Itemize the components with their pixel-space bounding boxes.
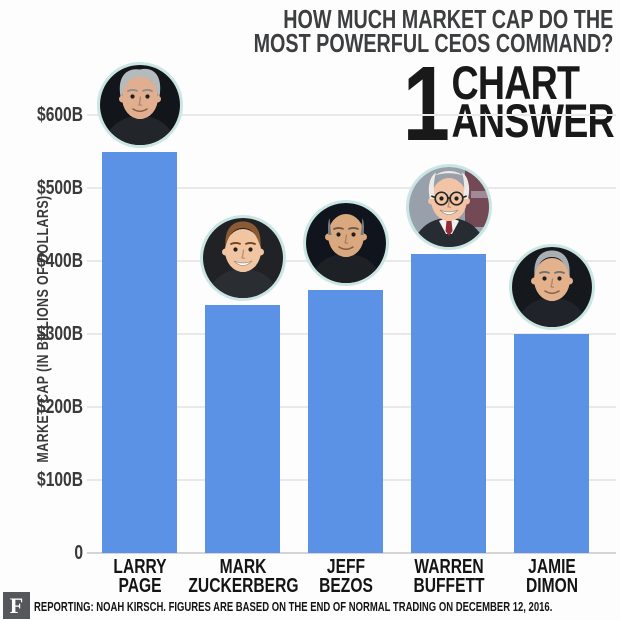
x-label-mark-zuckerberg-line1: MARK — [219, 556, 266, 578]
x-label-larry-page-line2: PAGE — [117, 575, 162, 597]
gridline-600 — [87, 114, 616, 116]
chart-title: HOW MUCH MARKET CAP DO THE MOST POWERFUL… — [253, 4, 613, 58]
x-label-larry-page: LARRY PAGE — [85, 556, 194, 597]
x-label-jamie-dimon-line2: DIMON — [525, 575, 578, 597]
x-label-jamie-dimon: JAMIE DIMON — [497, 556, 606, 597]
x-axis-line — [87, 552, 616, 554]
y-tick-200: $200B — [37, 396, 83, 418]
chart-title-line2: MOST POWERFUL CEOS COMMAND? — [253, 28, 613, 58]
x-label-jeff-bezos: JEFF BEZOS — [291, 556, 400, 597]
avatar-jamie-dimon — [508, 244, 595, 330]
logo-word-chart: CHART — [451, 56, 580, 109]
x-label-warren-buffett-line1: WARREN — [413, 556, 484, 578]
bar-jeff-bezos — [308, 290, 383, 553]
avatar-mark-zuckerberg — [199, 214, 286, 301]
y-tick-600: $600B — [37, 104, 83, 126]
x-label-jeff-bezos-line2: BEZOS — [318, 575, 373, 597]
x-label-warren-buffett-line2: BUFFETT — [412, 575, 485, 597]
avatar-warren-buffett — [405, 163, 492, 250]
gridline-500 — [87, 187, 616, 189]
x-label-jeff-bezos-line1: JEFF — [326, 556, 365, 578]
y-tick-300: $300B — [37, 323, 83, 345]
x-label-mark-zuckerberg-line2: ZUCKERBERG — [187, 575, 298, 597]
y-tick-500: $500B — [37, 177, 83, 199]
y-tick-100: $100B — [37, 469, 83, 491]
one-chart-answer-logo: 1 CHART ANSWER — [402, 45, 615, 163]
x-label-warren-buffett: WARREN BUFFETT — [394, 556, 503, 597]
avatar-jeff-bezos — [302, 200, 389, 287]
x-label-mark-zuckerberg: MARK ZUCKERBERG — [187, 556, 298, 597]
bar-jamie-dimon — [514, 334, 589, 553]
logo-word-answer: ANSWER — [451, 94, 615, 147]
footer-credit: REPORTING: NOAH KIRSCH. FIGURES ARE BASE… — [34, 600, 553, 614]
x-label-jamie-dimon-line1: JAMIE — [527, 556, 576, 578]
bar-warren-buffett — [411, 253, 486, 553]
logo-number: 1 — [402, 45, 450, 163]
bar-larry-page — [102, 151, 177, 553]
y-tick-zero: 0 — [74, 542, 83, 564]
bar-mark-zuckerberg — [205, 304, 280, 553]
y-tick-400: $400B — [37, 250, 83, 272]
logo-words: CHART ANSWER — [451, 56, 615, 147]
chart-title-line1: HOW MUCH MARKET CAP DO THE — [282, 4, 613, 34]
x-label-larry-page-line1: LARRY — [112, 556, 167, 578]
forbes-logo: F — [3, 592, 30, 619]
avatar-larry-page — [96, 61, 183, 148]
